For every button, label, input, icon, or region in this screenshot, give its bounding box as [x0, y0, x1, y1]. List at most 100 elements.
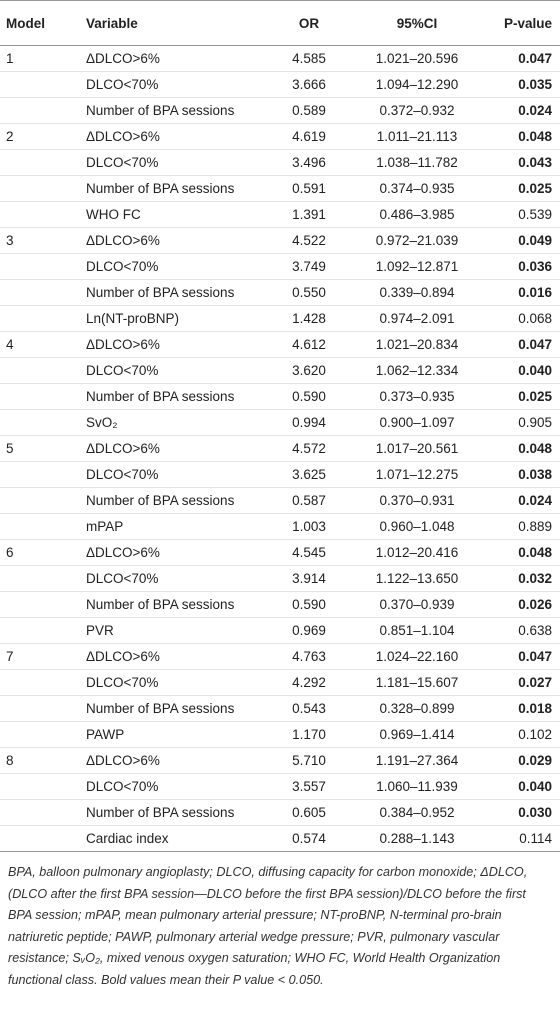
p-cell: 0.638 [488, 617, 560, 644]
or-cell: 4.585 [272, 45, 346, 72]
p-cell: 0.024 [488, 487, 560, 514]
p-cell: 0.032 [488, 565, 560, 592]
or-cell: 3.557 [272, 773, 346, 800]
ci-cell: 0.328–0.899 [346, 695, 488, 722]
or-cell: 3.496 [272, 149, 346, 176]
model-cell [0, 513, 80, 540]
ci-cell: 0.960–1.048 [346, 513, 488, 540]
ci-cell: 1.092–12.871 [346, 253, 488, 280]
table-row: DLCO<70% 3.557 1.060–11.939 0.040 [0, 773, 560, 800]
ci-cell: 0.972–21.039 [346, 227, 488, 254]
model-cell: 1 [0, 45, 80, 72]
ci-cell: 1.038–11.782 [346, 149, 488, 176]
table-row: 8 ΔDLCO>6% 5.710 1.191–27.364 0.029 [0, 747, 560, 774]
p-cell: 0.025 [488, 175, 560, 202]
p-cell: 0.038 [488, 461, 560, 488]
table-row: 2 ΔDLCO>6% 4.619 1.011–21.113 0.048 [0, 123, 560, 150]
model-cell [0, 825, 80, 852]
ci-cell: 1.181–15.607 [346, 669, 488, 696]
variable-cell: PAWP [80, 721, 272, 748]
variable-cell: Number of BPA sessions [80, 487, 272, 514]
model-cell [0, 617, 80, 644]
model-cell [0, 773, 80, 800]
p-cell: 0.016 [488, 279, 560, 306]
ci-cell: 0.974–2.091 [346, 305, 488, 332]
variable-cell: ΔDLCO>6% [80, 331, 272, 358]
or-cell: 0.605 [272, 799, 346, 826]
or-cell: 0.574 [272, 825, 346, 852]
variable-cell: ΔDLCO>6% [80, 123, 272, 150]
variable-cell: DLCO<70% [80, 149, 272, 176]
or-cell: 1.003 [272, 513, 346, 540]
p-cell: 0.024 [488, 97, 560, 124]
column-header: Model [0, 0, 80, 46]
table-row: DLCO<70% 3.666 1.094–12.290 0.035 [0, 71, 560, 98]
table-row: Number of BPA sessions 0.550 0.339–0.894 0.… [0, 279, 560, 306]
p-cell: 0.047 [488, 643, 560, 670]
table-row: 7 ΔDLCO>6% 4.763 1.024–22.160 0.047 [0, 643, 560, 670]
column-header: P-value [488, 0, 560, 46]
model-cell [0, 71, 80, 98]
or-cell: 1.391 [272, 201, 346, 228]
or-cell: 0.589 [272, 97, 346, 124]
or-cell: 4.619 [272, 123, 346, 150]
ci-cell: 1.021–20.596 [346, 45, 488, 72]
model-cell [0, 695, 80, 722]
p-cell: 0.049 [488, 227, 560, 254]
table-row: Number of BPA sessions 0.589 0.372–0.932 0.… [0, 97, 560, 124]
variable-cell: DLCO<70% [80, 357, 272, 384]
model-cell [0, 799, 80, 826]
variable-cell: Number of BPA sessions [80, 695, 272, 722]
or-cell: 3.625 [272, 461, 346, 488]
or-cell: 0.587 [272, 487, 346, 514]
table-row: Ln(NT-proBNP) 1.428 0.974–2.091 0.068 [0, 305, 560, 332]
table-row: 1 ΔDLCO>6% 4.585 1.021–20.596 0.047 [0, 45, 560, 72]
p-cell: 0.048 [488, 539, 560, 566]
model-cell [0, 201, 80, 228]
table-row: 6 ΔDLCO>6% 4.545 1.012–20.416 0.048 [0, 539, 560, 566]
model-cell [0, 97, 80, 124]
model-cell [0, 461, 80, 488]
table-row: Cardiac index 0.574 0.288–1.143 0.114 [0, 825, 560, 852]
ci-cell: 0.372–0.932 [346, 97, 488, 124]
model-cell [0, 487, 80, 514]
ci-cell: 0.370–0.939 [346, 591, 488, 618]
model-cell: 5 [0, 435, 80, 462]
ci-cell: 0.486–3.985 [346, 201, 488, 228]
table-row: SvO₂ 0.994 0.900–1.097 0.905 [0, 409, 560, 436]
model-cell [0, 253, 80, 280]
or-cell: 3.749 [272, 253, 346, 280]
table-row: WHO FC 1.391 0.486–3.985 0.539 [0, 201, 560, 228]
model-cell: 4 [0, 331, 80, 358]
p-cell: 0.048 [488, 435, 560, 462]
variable-cell: DLCO<70% [80, 461, 272, 488]
or-cell: 3.914 [272, 565, 346, 592]
column-header: 95%CI [346, 0, 488, 46]
variable-cell: DLCO<70% [80, 773, 272, 800]
p-cell: 0.047 [488, 45, 560, 72]
p-cell: 0.102 [488, 721, 560, 748]
or-cell: 0.590 [272, 383, 346, 410]
model-cell [0, 591, 80, 618]
p-cell: 0.027 [488, 669, 560, 696]
or-cell: 1.170 [272, 721, 346, 748]
variable-cell: DLCO<70% [80, 71, 272, 98]
ci-cell: 1.011–21.113 [346, 123, 488, 150]
variable-cell: ΔDLCO>6% [80, 643, 272, 670]
p-cell: 0.043 [488, 149, 560, 176]
results-table: Model Variable OR 95%CI P-value 1 ΔDLCO>6% 4.5… [0, 0, 560, 852]
ci-cell: 1.191–27.364 [346, 747, 488, 774]
table-row: DLCO<70% 4.292 1.181–15.607 0.027 [0, 669, 560, 696]
table-row: DLCO<70% 3.914 1.122–13.650 0.032 [0, 565, 560, 592]
column-header: OR [272, 0, 346, 46]
or-cell: 4.545 [272, 539, 346, 566]
table-row: DLCO<70% 3.749 1.092–12.871 0.036 [0, 253, 560, 280]
column-header: Variable [80, 0, 272, 46]
or-cell: 3.620 [272, 357, 346, 384]
table-row: mPAP 1.003 0.960–1.048 0.889 [0, 513, 560, 540]
variable-cell: PVR [80, 617, 272, 644]
or-cell: 0.550 [272, 279, 346, 306]
or-cell: 1.428 [272, 305, 346, 332]
model-cell [0, 409, 80, 436]
